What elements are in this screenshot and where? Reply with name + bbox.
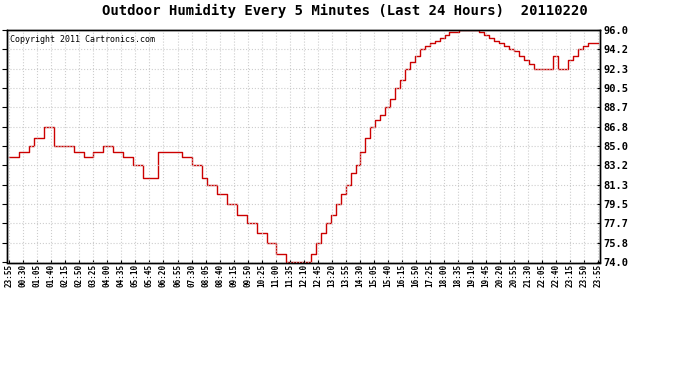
Text: Copyright 2011 Cartronics.com: Copyright 2011 Cartronics.com	[10, 34, 155, 44]
Text: Outdoor Humidity Every 5 Minutes (Last 24 Hours)  20110220: Outdoor Humidity Every 5 Minutes (Last 2…	[102, 4, 588, 18]
